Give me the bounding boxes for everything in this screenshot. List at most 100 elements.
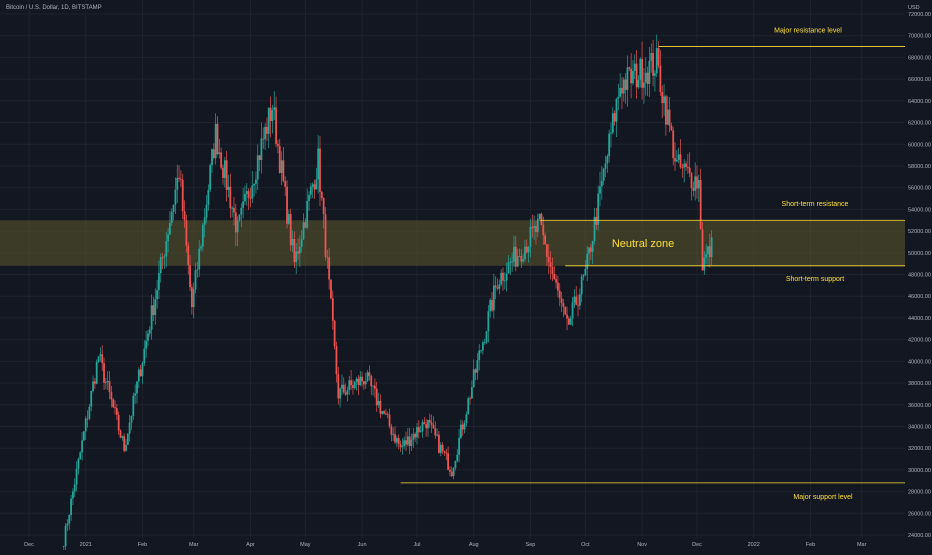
candle-body xyxy=(203,217,206,225)
candle-body xyxy=(309,186,312,195)
candle-body xyxy=(331,298,334,321)
candle-body xyxy=(567,318,570,325)
y-tick-label: 68000.00 xyxy=(908,55,931,61)
candle-body xyxy=(379,401,382,414)
candle-body xyxy=(388,414,391,427)
candle-body xyxy=(372,385,374,387)
candle-body xyxy=(346,390,349,395)
candle-body xyxy=(350,380,353,386)
candle-body xyxy=(201,224,204,247)
candle-body xyxy=(527,246,530,253)
candle-body xyxy=(465,414,468,423)
candle-body xyxy=(364,381,367,385)
candle-body xyxy=(432,424,435,429)
y-tick-label: 62000.00 xyxy=(908,121,931,127)
y-tick-label: 54000.00 xyxy=(908,207,931,213)
candle-body xyxy=(214,123,217,159)
candle-body xyxy=(639,58,642,80)
candle-body xyxy=(449,469,451,472)
candle-body xyxy=(632,71,634,84)
candle-body xyxy=(150,305,153,330)
candle-body xyxy=(97,356,100,363)
candle-body xyxy=(289,214,292,246)
candle-body xyxy=(540,213,543,225)
candle-body xyxy=(450,471,453,477)
candle-body xyxy=(474,369,477,373)
candle-body xyxy=(578,294,581,306)
candle-body xyxy=(577,304,579,306)
candle-body xyxy=(696,176,698,189)
candle-body xyxy=(324,214,327,257)
candle-body xyxy=(353,381,356,388)
candle-body xyxy=(694,176,697,191)
level-label: Major resistance level xyxy=(774,28,842,35)
candle-body xyxy=(156,290,159,300)
candle-body xyxy=(234,212,237,233)
candle-body xyxy=(509,262,512,263)
candle-body xyxy=(547,256,550,263)
candle-body xyxy=(84,418,87,432)
y-tick-label: 26000.00 xyxy=(908,511,931,517)
candle-body xyxy=(529,226,532,247)
candle-body xyxy=(315,179,318,190)
candle-body xyxy=(481,342,484,351)
candle-body xyxy=(586,253,589,269)
candle-body xyxy=(670,125,673,131)
candle-body xyxy=(467,398,470,415)
candle-body xyxy=(92,381,94,392)
candle-body xyxy=(225,160,228,190)
candle-body xyxy=(659,65,662,93)
candle-body xyxy=(690,172,693,188)
candle-body xyxy=(180,178,182,180)
candle-body xyxy=(558,290,561,299)
candle-body xyxy=(275,107,277,144)
candle-body xyxy=(456,454,459,462)
candle-body xyxy=(286,186,288,224)
candle-body xyxy=(282,160,285,182)
candle-body xyxy=(699,180,702,230)
candle-body xyxy=(119,430,122,438)
candle-body xyxy=(643,82,645,88)
candle-body xyxy=(172,204,175,212)
level-label: Major support level xyxy=(793,494,853,501)
candle-body xyxy=(445,452,448,454)
candle-body xyxy=(95,362,98,384)
candle-body xyxy=(441,444,444,451)
candle-body xyxy=(253,183,256,186)
levels: Major resistance level Short-term resista… xyxy=(400,28,905,501)
candle-body xyxy=(536,218,539,232)
candle-body xyxy=(513,246,515,262)
candle-body xyxy=(657,48,660,66)
y-tick-label: 52000.00 xyxy=(908,229,931,235)
candle-body xyxy=(575,296,578,305)
candle-body xyxy=(66,523,69,526)
candle-body xyxy=(496,287,499,289)
candle-body xyxy=(311,184,314,187)
candle-body xyxy=(304,222,307,228)
candle-body xyxy=(359,376,362,386)
candle-body xyxy=(178,177,180,179)
candle-body xyxy=(339,388,342,399)
candle-body xyxy=(218,152,221,154)
candle-body xyxy=(370,375,373,387)
candle-body xyxy=(610,132,612,134)
x-tick-label: Mar xyxy=(857,542,867,548)
candle-body xyxy=(278,145,281,173)
candle-body xyxy=(88,406,91,419)
candle-body xyxy=(416,427,418,438)
candle-body xyxy=(375,388,378,406)
candle-body xyxy=(654,73,656,76)
candle-body xyxy=(661,92,664,104)
candle-body xyxy=(573,296,576,303)
candle-body xyxy=(611,113,614,133)
candle-body xyxy=(357,378,360,386)
candle-body xyxy=(688,167,691,173)
candle-body xyxy=(514,246,517,267)
candle-body xyxy=(491,299,493,311)
candle-body xyxy=(106,381,109,383)
candle-body xyxy=(112,399,115,408)
candle-body xyxy=(198,248,201,270)
candle-body xyxy=(231,207,234,209)
candle-body xyxy=(220,152,223,168)
candle-body xyxy=(664,96,667,125)
